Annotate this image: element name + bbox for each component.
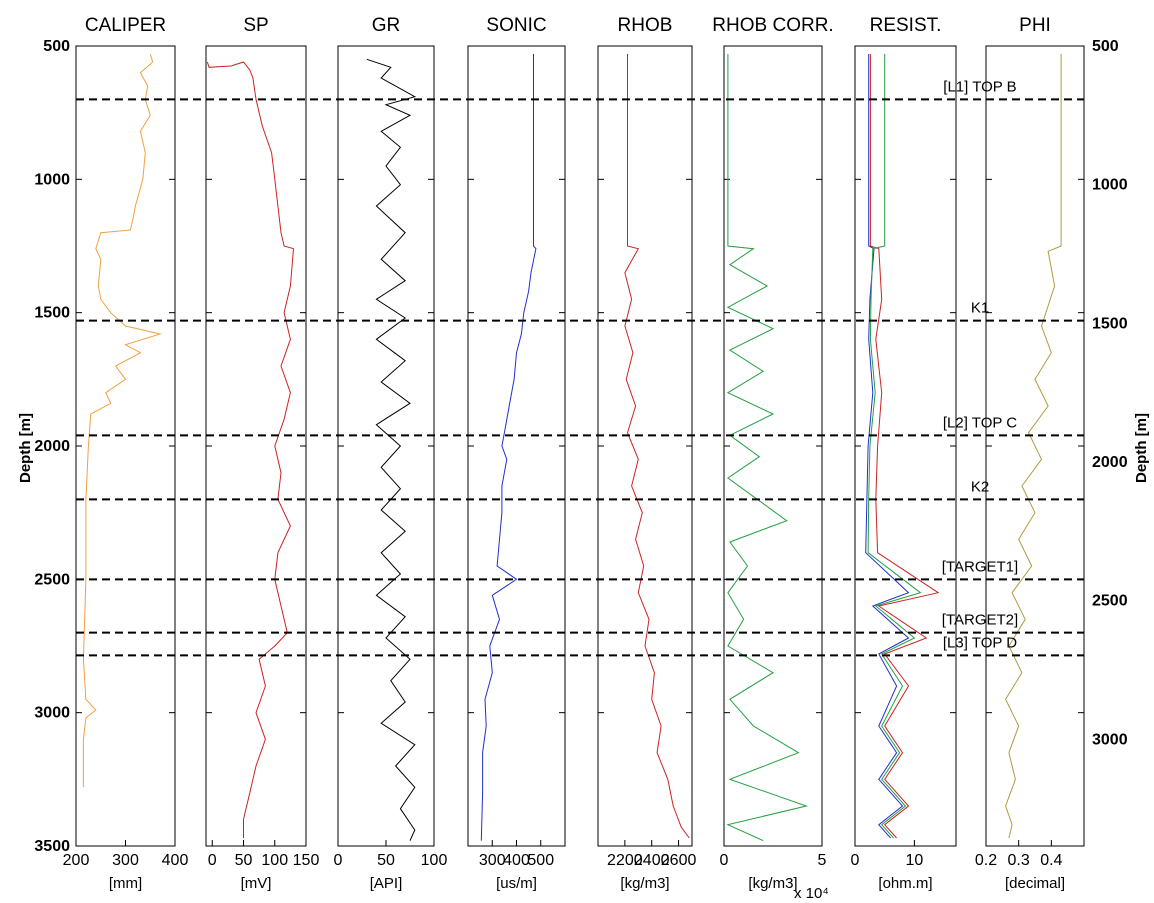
horizon-label: [L1] TOP B [943, 78, 1016, 95]
depth-tick-label-right: 1500 [1092, 315, 1128, 332]
depth-tick-label-left: 3500 [34, 838, 70, 855]
track-frame [467, 45, 566, 847]
x-tick-label: 500 [527, 852, 554, 869]
log-trace-sonic-0 [480, 54, 537, 841]
horizon-label: K2 [971, 478, 989, 495]
log-trace-resist--0 [869, 54, 940, 839]
track-unit-label: [decimal] [1005, 875, 1065, 892]
y-axis-label-right: Depth [m] [1133, 413, 1150, 483]
x-tick-label: 100 [261, 852, 288, 869]
depth-tick-label-right: 500 [1092, 38, 1119, 55]
track-unit-label: [us/m] [496, 875, 537, 892]
log-trace-gr-0 [366, 58, 417, 841]
track-unit-label: [API] [370, 875, 403, 892]
log-trace-caliper-0 [82, 53, 163, 788]
x-tick-label: 200 [63, 852, 90, 869]
x-tick-label: 0 [851, 852, 860, 869]
track-unit-label: [mm] [109, 875, 142, 892]
log-trace-rhob-0 [624, 54, 690, 839]
x-tick-label: 300 [479, 852, 506, 869]
track-title: SP [243, 15, 268, 36]
depth-tick-label-left: 3000 [34, 705, 70, 722]
track-title: RHOB CORR. [712, 15, 833, 36]
track-title: RHOB [618, 15, 673, 36]
track-frame [597, 45, 693, 847]
x-tick-label: 0.4 [1040, 852, 1062, 869]
x-tick-label: 400 [503, 852, 530, 869]
depth-tick-label-left: 2500 [34, 571, 70, 588]
depth-tick-label-right: 2000 [1092, 454, 1128, 471]
x-tick-label: 50 [235, 852, 253, 869]
track-title: PHI [1019, 15, 1051, 36]
track-frame [205, 45, 307, 847]
x-tick-label: 0 [208, 852, 217, 869]
x-tick-label: 0.2 [975, 852, 997, 869]
track-unit-label: [ohm.m] [878, 875, 932, 892]
x-tick-label: 2400 [634, 852, 670, 869]
horizon-label: [TARGET1] [942, 558, 1018, 575]
track-title: CALIPER [85, 15, 166, 36]
depth-tick-label-left: 2000 [34, 438, 70, 455]
x-tick-label: 0.3 [1008, 852, 1030, 869]
x-tick-label: 50 [377, 852, 395, 869]
x-tick-label: 5 [818, 852, 827, 869]
x-tick-label: 0 [720, 852, 729, 869]
horizon-label: [L2] TOP C [943, 414, 1017, 431]
x-tick-label: 400 [162, 852, 189, 869]
track-unit-label: [kg/m3] [748, 875, 797, 892]
depth-tick-label-left: 500 [43, 38, 70, 55]
depth-tick-label-right: 3000 [1092, 731, 1128, 748]
x-tick-label: 150 [293, 852, 320, 869]
log-trace-resist--2 [867, 54, 922, 839]
track-title: SONIC [486, 15, 546, 36]
x-tick-label: 2600 [661, 852, 697, 869]
x-tick-label: 100 [421, 852, 448, 869]
depth-tick-label-right: 2500 [1092, 593, 1128, 610]
x-tick-label: 10 [906, 852, 924, 869]
depth-tick-label-left: 1000 [34, 171, 70, 188]
x-tick-label: 2200 [607, 852, 643, 869]
track-frame [75, 45, 176, 847]
track-frame [723, 45, 823, 847]
log-trace-rhob-corr--0 [726, 54, 809, 842]
log-trace-phi-0 [1005, 54, 1062, 839]
depth-tick-label-right: 1000 [1092, 177, 1128, 194]
horizon-label: K1 [971, 300, 989, 317]
depth-tick-label-left: 1500 [34, 305, 70, 322]
horizon-label: [L3] TOP D [943, 634, 1017, 651]
track-unit-label: [kg/m3] [620, 875, 669, 892]
track-title: GR [372, 15, 401, 36]
track-unit-label: [mV] [241, 875, 272, 892]
track-title: RESIST. [870, 15, 942, 36]
axis-exponent-label: x 10⁴ [794, 885, 829, 902]
log-trace-sp-0 [206, 61, 295, 838]
horizon-label: [TARGET2] [942, 612, 1018, 629]
x-tick-label: 300 [112, 852, 139, 869]
log-trace-resist--1 [865, 54, 910, 839]
x-tick-label: 0 [334, 852, 343, 869]
y-axis-label-left: Depth [m] [17, 413, 34, 483]
